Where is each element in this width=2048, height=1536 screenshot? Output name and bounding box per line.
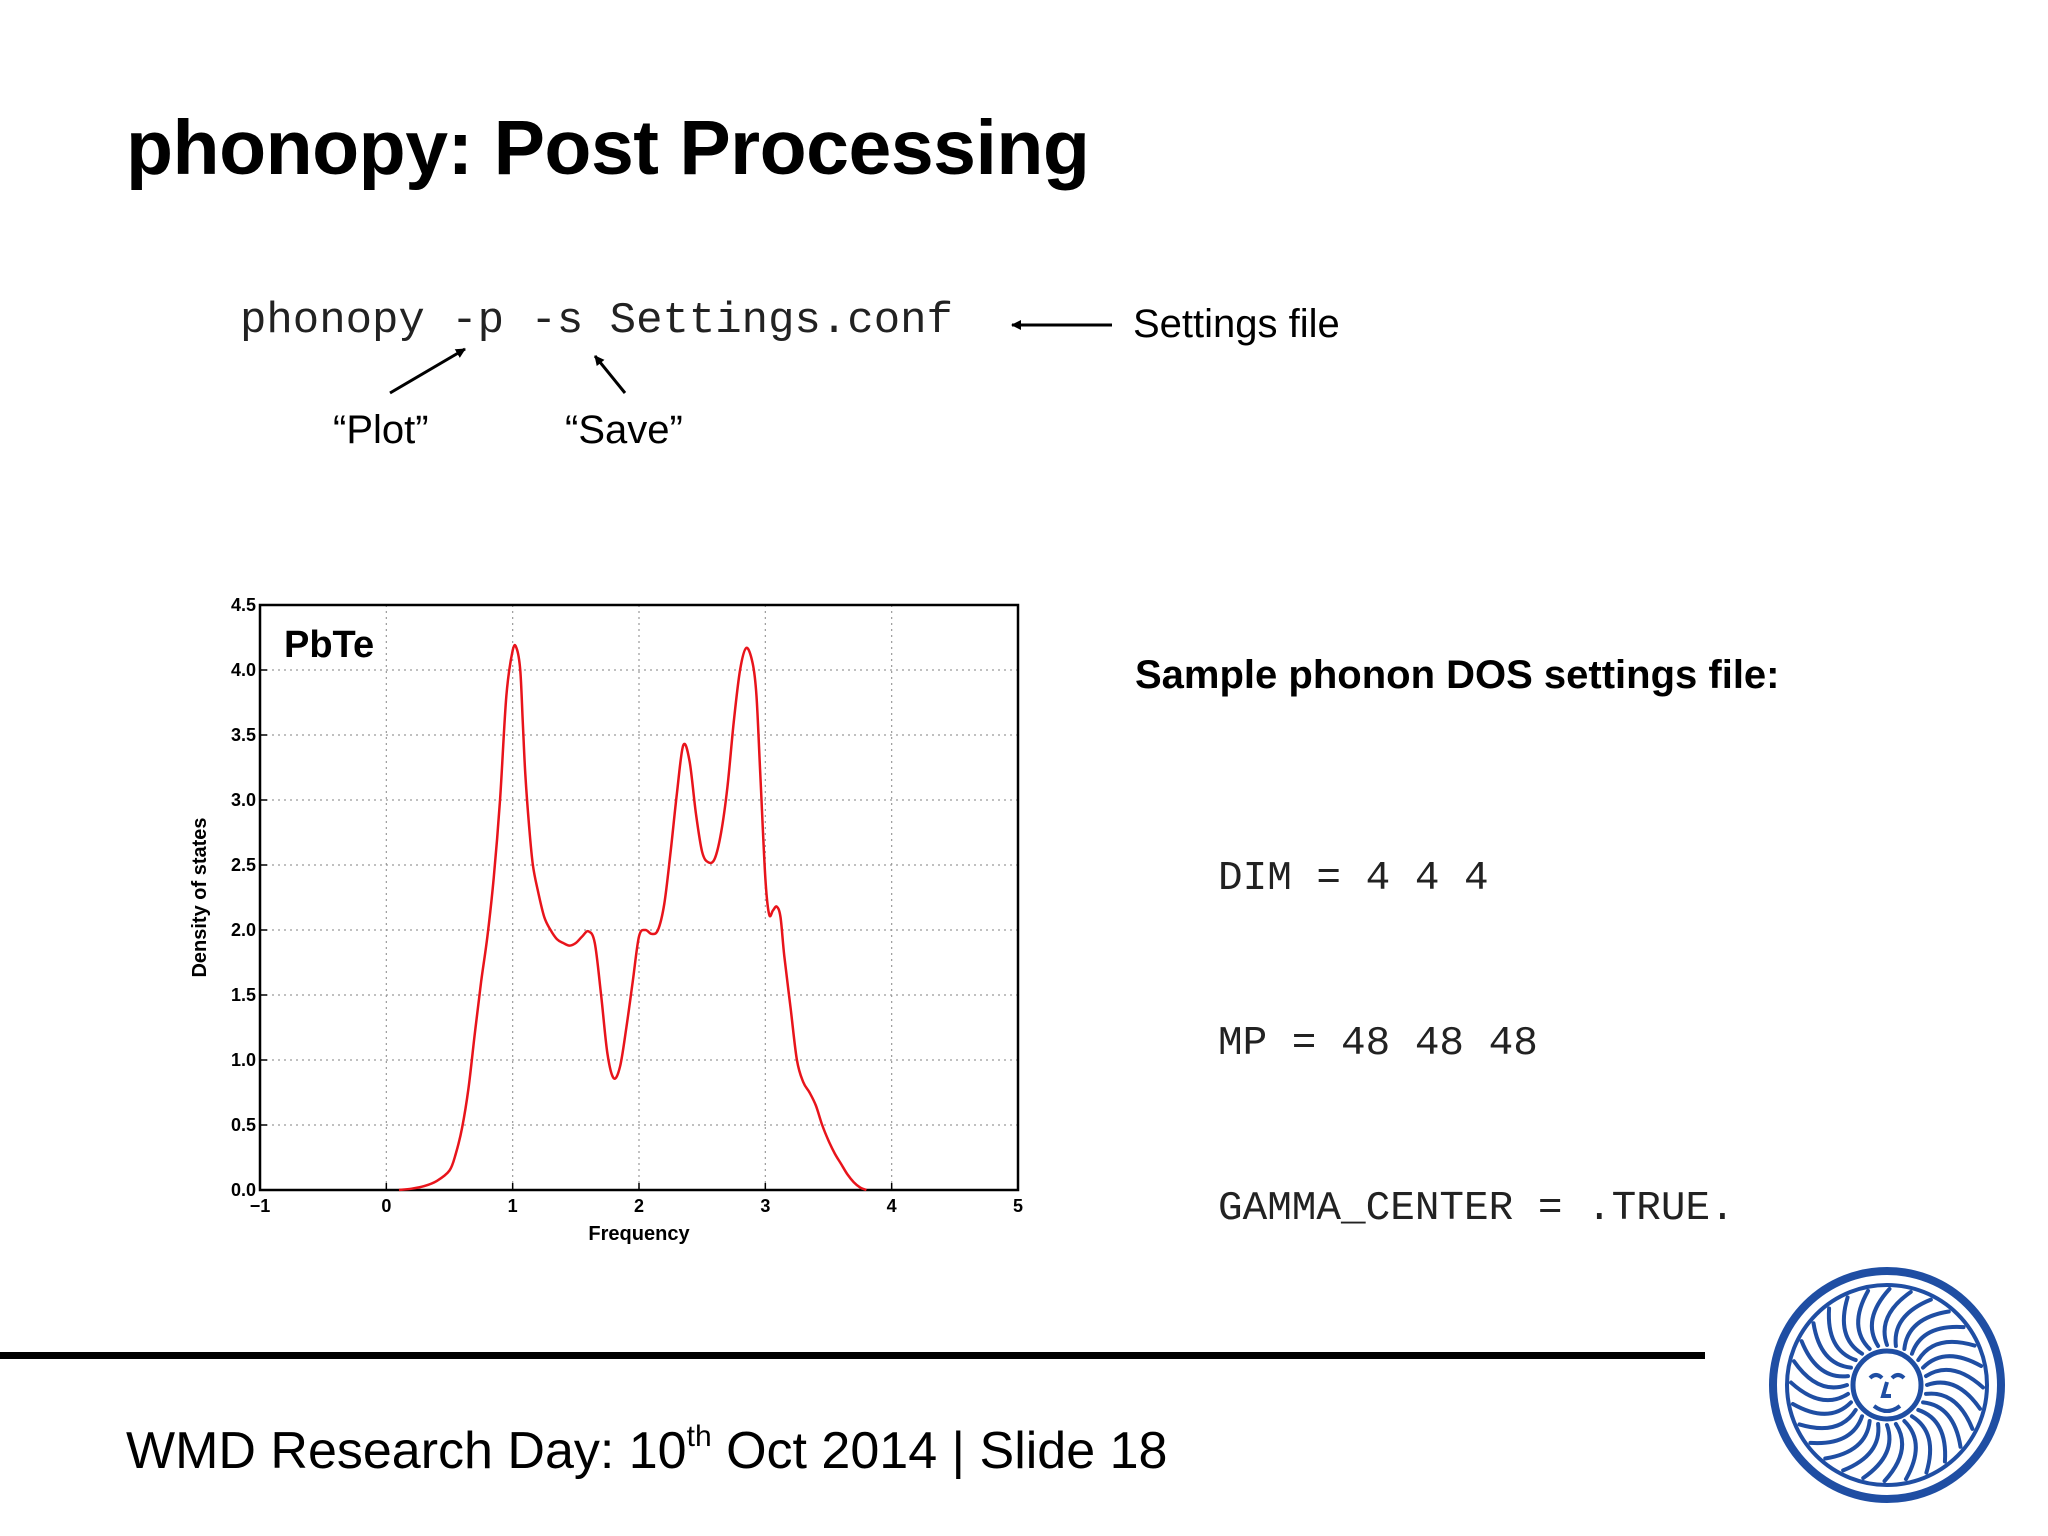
y-tick-label: 3.0 <box>231 790 256 810</box>
logo-ray <box>1923 1367 1985 1390</box>
slide-title: phonopy: Post Processing <box>126 105 1090 191</box>
dos-series-line <box>398 643 867 1192</box>
settings-line-mp: MP = 48 48 48 <box>1218 1021 1538 1067</box>
command-line: phonopy -p -s Settings.conf <box>240 296 953 346</box>
y-tick-label: 1.0 <box>231 1050 256 1070</box>
tick-layer: −1 0 1 2 3 4 5 0.0 0.5 1.0 1.5 2.0 2.5 3.0 3.5 4.0 4.5 <box>231 595 1023 1216</box>
x-tick-label: −1 <box>250 1196 271 1216</box>
plot-arrow <box>389 347 466 395</box>
x-tick-label: 5 <box>1013 1196 1023 1216</box>
plot-label: “Plot” <box>333 408 429 452</box>
y-tick-label: 2.5 <box>231 855 256 875</box>
y-tick-label: 4.5 <box>231 595 256 615</box>
logo-ray <box>1841 1421 1881 1473</box>
logo-ray <box>1916 1407 1948 1464</box>
annotation-arrows <box>389 320 1112 395</box>
settings-file-label: Settings file <box>1133 302 1340 346</box>
sample-heading: Sample phonon DOS settings file: <box>1135 653 1780 697</box>
logo-ray <box>1909 1324 1966 1356</box>
pbte-annotation: PbTe <box>284 624 374 666</box>
logo-ray <box>1921 1354 1984 1370</box>
logo-ray <box>1909 1414 1933 1475</box>
x-tick-label: 2 <box>634 1196 644 1216</box>
footer-text: WMD Research Day: 10th Oct 2014 | Slide … <box>126 1420 1167 1481</box>
footer-rule <box>0 1352 1705 1359</box>
y-tick-label: 0.5 <box>231 1115 256 1135</box>
dos-chart: −1 0 1 2 3 4 5 0.0 0.5 1.0 1.5 2.0 2.5 3.0 3.5 4.0 4.5 P… <box>189 595 1023 1245</box>
x-tick-label: 1 <box>508 1196 518 1216</box>
logo-ray <box>1869 1287 1892 1349</box>
y-tick-label: 2.0 <box>231 920 256 940</box>
logo-ray <box>1925 1380 1983 1411</box>
logo-ray <box>1808 1414 1865 1446</box>
y-axis-label: Density of states <box>189 817 211 977</box>
x-tick-label: 4 <box>887 1196 897 1216</box>
logo-ray <box>1789 1380 1851 1403</box>
logo-ray <box>1811 1321 1853 1370</box>
plot-frame <box>258 603 1020 1192</box>
logo-ray <box>1861 1423 1892 1481</box>
logo-ray <box>1856 1288 1872 1351</box>
y-tick-label: 4.0 <box>231 660 256 680</box>
logo-ray <box>1923 1391 1975 1431</box>
logo-ray <box>1893 1297 1933 1349</box>
settings-line-gamma: GAMMA_CENTER = .TRUE. <box>1218 1186 1735 1232</box>
logo-ray <box>1826 1306 1858 1363</box>
logo-ray <box>1841 1295 1865 1356</box>
logo-ray <box>1921 1400 1963 1449</box>
y-tick-label: 3.5 <box>231 725 256 745</box>
settings-line-dim: DIM = 4 4 4 <box>1218 856 1489 902</box>
save-label: “Save” <box>565 408 683 452</box>
logo-ray <box>1882 1421 1905 1483</box>
logo-ray <box>1916 1339 1977 1363</box>
logo-ray <box>1823 1419 1872 1461</box>
settings-block: DIM = 4 4 4 MP = 48 48 48 GAMMA_CENTER =… <box>1218 742 1735 1292</box>
logo-ray <box>1882 1289 1913 1347</box>
x-axis-label: Frequency <box>588 1223 690 1245</box>
logo-ray <box>1902 1309 1951 1351</box>
logo-ray <box>1799 1339 1851 1379</box>
save-arrow <box>593 355 627 394</box>
footer-suffix: Oct 2014 | Slide 18 <box>711 1422 1168 1480</box>
logo-ray <box>1902 1419 1918 1482</box>
grid-layer <box>259 604 1019 1191</box>
logo-ray <box>1791 1359 1849 1390</box>
x-tick-label: 3 <box>760 1196 770 1216</box>
footer-sup: th <box>686 1420 712 1453</box>
y-tick-label: 0.0 <box>231 1180 256 1200</box>
logo-ray <box>1790 1400 1853 1416</box>
university-seal-logo-icon <box>1769 1267 2005 1503</box>
x-tick-label: 0 <box>381 1196 391 1216</box>
y-tick-label: 1.5 <box>231 985 256 1005</box>
logo-ray <box>1797 1407 1858 1431</box>
footer-prefix: WMD Research Day: 10 <box>126 1422 687 1480</box>
